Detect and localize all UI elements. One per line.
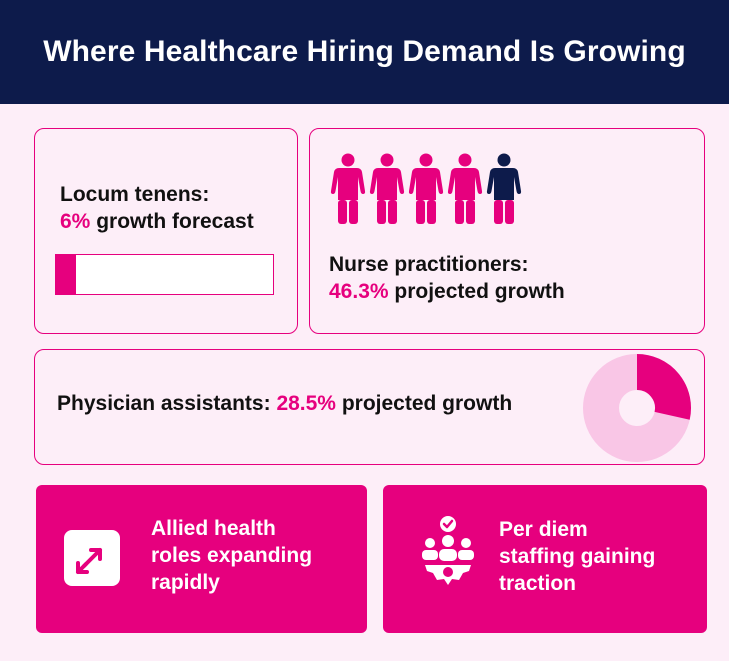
locum-progress-bar (55, 254, 274, 295)
np-value: 46.3% (329, 280, 389, 303)
per-diem-text: Per diem staffing gaining traction (499, 518, 656, 595)
expand-arrows-icon (64, 530, 120, 586)
pa-label: Physician assistants: (57, 392, 277, 415)
donut-highlight-slice (635, 354, 691, 420)
locum-stat: Locum tenens: 6% growth forecast (60, 181, 295, 235)
header-banner: Where Healthcare Hiring Demand Is Growin… (0, 0, 729, 104)
locum-tenens-card: Locum tenens: 6% growth forecast (34, 128, 298, 334)
pa-suffix: projected growth (335, 392, 513, 415)
locum-label: Locum tenens: (60, 183, 210, 206)
nurse-practitioners-card: Nurse practitioners: 46.3% projected gro… (309, 128, 705, 334)
allied-health-tile: Allied health roles expanding rapidly (36, 485, 367, 633)
physician-assistants-card: Physician assistants: 28.5% projected gr… (34, 349, 705, 465)
team-gear-check-icon (422, 516, 474, 585)
pa-value: 28.5% (276, 392, 336, 415)
locum-value: 6% (60, 210, 91, 233)
pa-stat: Physician assistants: 28.5% projected gr… (57, 390, 597, 417)
person-icon (447, 153, 483, 225)
locum-progress-fill (56, 255, 76, 294)
allied-health-text: Allied health roles expanding rapidly (151, 517, 313, 594)
person-icon (486, 153, 522, 225)
person-icon (408, 153, 444, 225)
np-label: Nurse practitioners: (329, 253, 529, 276)
per-diem-tile: Per diem staffing gaining traction (383, 485, 707, 633)
np-suffix: projected growth (388, 280, 565, 303)
locum-suffix: growth forecast (90, 210, 254, 233)
np-stat: Nurse practitioners: 46.3% projected gro… (329, 251, 699, 305)
person-icon (330, 153, 366, 225)
pa-donut-chart (583, 354, 691, 462)
page-title: Where Healthcare Hiring Demand Is Growin… (43, 35, 686, 68)
person-icon (369, 153, 405, 225)
people-icons (330, 153, 522, 225)
